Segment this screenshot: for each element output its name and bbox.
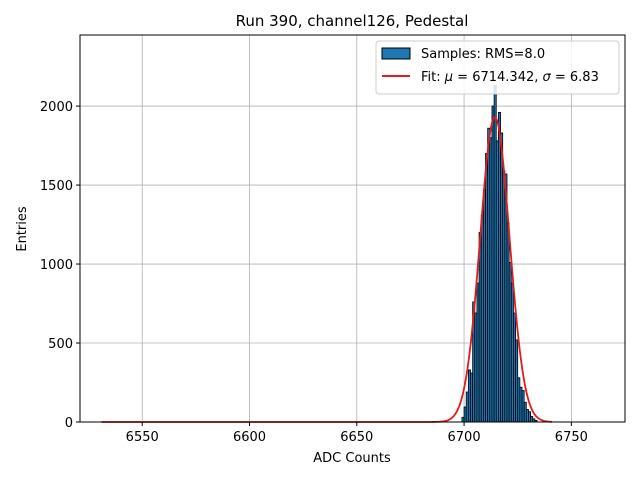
x-tick-label: 6600 (233, 430, 266, 445)
legend-fit-mu-symbol: μ (444, 70, 453, 85)
y-axis-ticks: 0 500 1000 1500 2000 (40, 100, 80, 431)
y-tick-label: 0 (65, 416, 73, 431)
y-axis-label: Entries (15, 206, 30, 252)
legend-hist-swatch (381, 47, 411, 60)
y-tick-label: 1500 (40, 179, 73, 194)
y-tick-label: 1000 (40, 258, 73, 273)
legend-fit-mu-value: = 6714.342, (453, 70, 542, 85)
legend-hist-label: Samples: RMS=8.0 (421, 47, 545, 62)
legend-fit-sigma-symbol: σ (543, 70, 552, 85)
legend-fit-sigma-value: = 6.83 (551, 70, 599, 85)
plot-frame (79, 34, 626, 423)
y-tick-label: 500 (48, 337, 73, 352)
y-tick-label: 2000 (40, 100, 73, 115)
chart-title: Run 390, channel126, Pedestal (236, 12, 469, 30)
x-axis-ticks: 6550 6600 6650 6700 6750 (126, 422, 588, 445)
x-tick-label: 6550 (126, 430, 159, 445)
x-axis-label: ADC Counts (313, 451, 391, 466)
x-tick-label: 6750 (555, 430, 588, 445)
legend: Samples: RMS=8.0 Fit: μ = 6714.342, σ = … (375, 40, 620, 95)
x-tick-label: 6700 (448, 430, 481, 445)
legend-fit-label: Fit: μ = 6714.342, σ = 6.83 (421, 70, 599, 85)
legend-fit-prefix: Fit: (421, 70, 445, 85)
x-tick-label: 6650 (340, 430, 373, 445)
legend-box (375, 40, 620, 95)
